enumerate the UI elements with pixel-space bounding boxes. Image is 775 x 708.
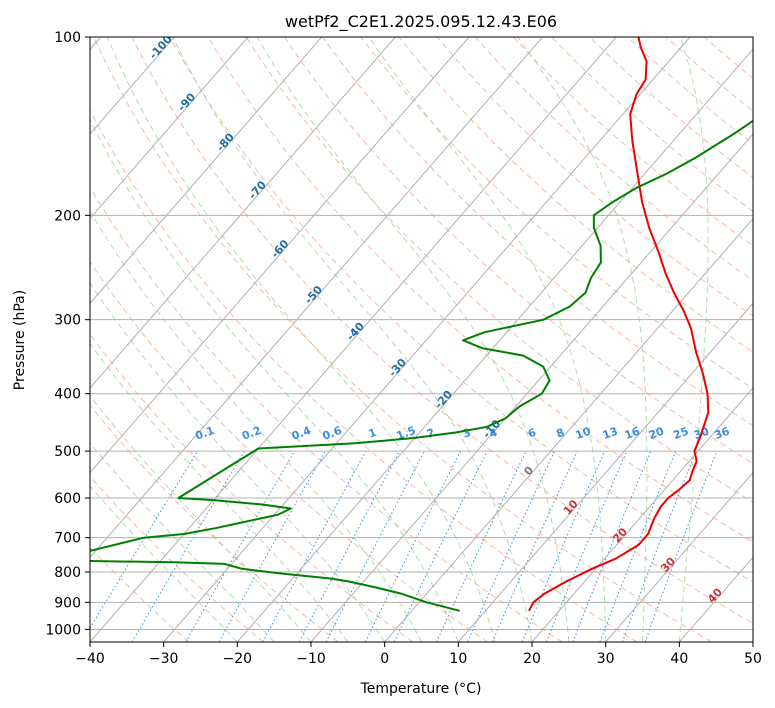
moist-adiabat [368,37,607,642]
x-tick-label: −30 [149,651,179,667]
mixing-ratio-label: 0.2 [240,424,263,443]
mixing-ratio-line [393,450,488,642]
moist-adiabat [90,282,386,642]
x-tick-label: 30 [597,651,615,667]
isotherm [605,471,753,642]
y-tick-label: 1000 [45,622,81,638]
y-tick-label: 700 [54,531,81,547]
moist-adiabat [172,37,533,642]
dewpoint-profile-line [90,119,753,612]
isotherm [90,37,617,642]
dry-adiabat [90,475,264,642]
dry-adiabat [474,37,753,282]
dry-adiabat [169,37,753,583]
x-axis-ticks: −40 −30 −20 −10 0 10 20 30 40 50 [75,642,762,667]
mixing-ratio-line [545,450,628,642]
y-tick-label: 800 [54,565,81,581]
dry-adiabat [90,333,414,642]
y-axis-ticks: 100 200 300 400 500 600 700 800 900 1000 [45,30,90,638]
isotherm [310,133,753,642]
mixing-ratio-label: 10 [574,424,593,442]
plot-background [90,37,753,642]
y-tick-label: 100 [54,30,81,46]
mixing-ratio-label: 4 [487,426,499,441]
mixing-ratio-label: 0.1 [193,424,216,443]
isotherm [531,387,753,642]
y-axis-label: Pressure (hPa) [12,290,28,390]
moist-adiabat [517,37,648,642]
isotherm [90,37,249,220]
isotherm [90,37,396,389]
background-reference-lines [90,37,753,642]
mixing-ratio-label: 6 [526,426,538,441]
chart-title: wetPf2_C2E1.2025.095.12.43.E06 [285,12,557,32]
dry-adiabat [90,186,563,642]
isotherm [163,37,691,642]
dry-adiabat [398,37,753,353]
mixing-ratio-label: 36 [713,424,732,442]
mixing-ratio-label: 20 [647,424,666,442]
x-tick-label: 50 [744,651,762,667]
mixing-ratio-line [262,450,367,642]
mixing-ratio-line [621,450,697,642]
moist-adiabat [256,37,570,642]
y-tick-label: 400 [54,387,81,403]
dry-adiabat [513,37,753,247]
x-tick-label: 10 [449,651,467,667]
isotherm [90,37,544,559]
y-tick-label: 600 [54,491,81,507]
moist-adiabat [90,118,459,642]
plot-frame [89,36,754,643]
moist-adiabat [106,37,496,642]
isotherm [384,217,753,642]
mixing-ratio-label: 2 [425,426,437,441]
isotherm [457,302,753,642]
moist-adiabat [90,485,238,642]
y-tick-label: 500 [54,444,81,460]
x-tick-label: −10 [296,651,326,667]
isotherm [236,48,753,642]
mixing-ratio-label: 8 [555,426,567,441]
dry-adiabat [360,37,753,390]
x-tick-label: 20 [523,651,541,667]
mixing-ratio-label: 0.4 [290,424,313,443]
mixing-ratio-line [90,450,199,630]
mixing-ratio-label: 13 [601,425,620,442]
temperature-profile-line [528,37,710,612]
x-tick-label: 40 [670,651,688,667]
mixing-ratio-label: 25 [672,425,691,442]
dry-adiabat [131,37,753,624]
mixing-ratio-label: 3 [461,426,473,441]
sounding-profiles [90,37,753,612]
mixing-ratio-line [364,450,462,642]
x-tick-label: −20 [223,651,253,667]
mixing-ratio-line [644,450,718,642]
dry-adiabat [93,37,712,642]
dry-adiabat [245,37,753,503]
moist-adiabat [90,442,275,642]
mixing-ratio-line [521,450,606,642]
mixing-ratio-label: 1 [367,426,379,441]
isotherm [90,37,323,305]
x-tick-label: 0 [380,651,389,667]
mixing-ratio-label: 16 [623,424,642,442]
mixing-ratio-line [599,450,677,642]
isotherm [90,37,470,474]
mixing-ratio-label: 0.6 [321,424,344,443]
y-tick-label: 200 [54,208,81,224]
mixing-ratio-line [218,450,326,642]
y-tick-label: 900 [54,595,81,611]
moist-adiabat [678,37,709,642]
moist-adiabat [90,210,422,642]
dry-adiabat [90,109,638,642]
y-tick-label: 300 [54,313,81,329]
moist-adiabat [90,342,349,642]
dry-adiabat [322,37,753,427]
x-tick-label: −40 [75,651,105,667]
x-axis-label: Temperature (°C) [360,681,482,697]
